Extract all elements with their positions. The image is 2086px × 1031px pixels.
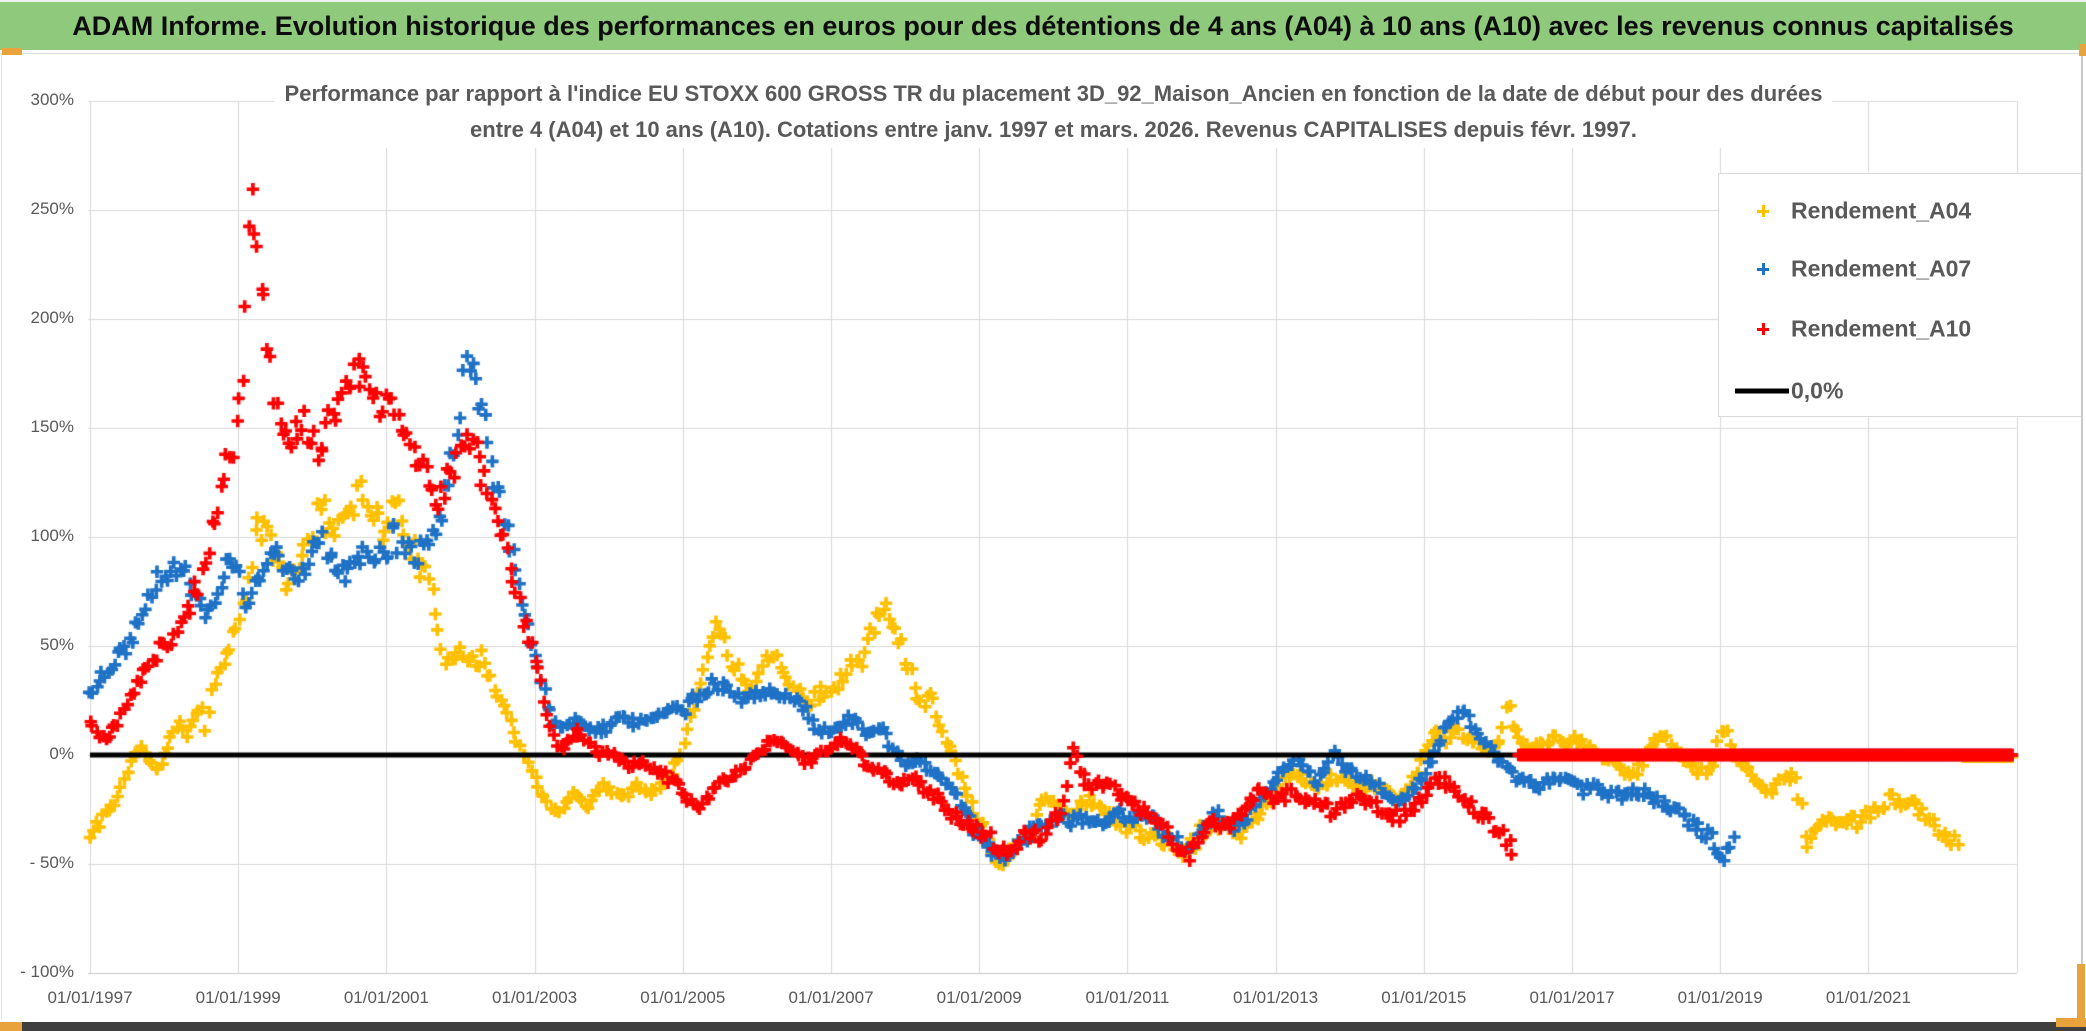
y-axis-label: 150%: [30, 417, 74, 436]
y-axis-label: - 100%: [20, 962, 74, 981]
sheet-title: ADAM Informe. Evolution historique des p…: [72, 10, 2014, 41]
legend-label: Rendement_A07: [1791, 255, 1972, 282]
legend-label: 0,0%: [1791, 377, 1844, 404]
line-marker-icon: [1735, 388, 1789, 394]
plus-marker-icon: [1757, 205, 1769, 217]
selection-handle-bottom-right-vertical: [2077, 964, 2085, 1022]
y-axis-label: 300%: [30, 90, 74, 109]
x-axis-label: 01/01/1997: [47, 988, 133, 1007]
plus-marker-icon: [1757, 263, 1769, 275]
chart-title-line2: entre 4 (A04) et 10 ans (A10). Cotations…: [470, 117, 1637, 142]
x-axis-label: 01/01/2017: [1529, 988, 1615, 1007]
x-axis-label: 01/01/2003: [492, 988, 578, 1007]
sheet-title-bar: ADAM Informe. Evolution historique des p…: [0, 0, 2086, 50]
legend-item-rendement_a10[interactable]: Rendement_A10: [1719, 314, 2082, 344]
chart-title: Performance par rapport à l'indice EU ST…: [90, 76, 2017, 148]
chart-title-line1: Performance par rapport à l'indice EU ST…: [284, 81, 1823, 106]
chart-top-border: [0, 53, 2086, 54]
y-axis-label: 100%: [30, 526, 74, 545]
x-axis-label: 01/01/2009: [936, 988, 1022, 1007]
x-axis-label: 01/01/2007: [788, 988, 874, 1007]
selection-handle-bottom-left: [0, 1022, 22, 1031]
chart-legend[interactable]: Rendement_A04 Rendement_A07 Rendement_A10 0…: [1718, 173, 2083, 417]
x-axis-label: 01/01/1999: [195, 988, 281, 1007]
x-axis-label: 01/01/2001: [343, 988, 429, 1007]
y-axis-label: - 50%: [29, 853, 74, 872]
x-axis-label: 01/01/2005: [640, 988, 726, 1007]
window-bottom-edge: [0, 1022, 2086, 1031]
legend-item-rendement_a04[interactable]: Rendement_A04: [1719, 196, 2082, 226]
selection-handle-top-left: [2, 48, 22, 55]
x-axis-label: 01/01/2011: [1085, 988, 1170, 1007]
y-axis-label: 50%: [39, 635, 74, 654]
legend-label: Rendement_A04: [1791, 197, 1972, 224]
y-axis-label: 250%: [30, 199, 74, 218]
x-axis-label: 01/01/2019: [1677, 988, 1763, 1007]
legend-item-rendement_a07[interactable]: Rendement_A07: [1719, 254, 2082, 284]
y-axis-label: 0%: [49, 744, 74, 763]
selection-handle-bottom-right-horizontal: [2056, 1018, 2086, 1027]
selection-handle-top-right: [2079, 44, 2086, 56]
x-axis-label: 01/01/2013: [1233, 988, 1319, 1007]
plus-marker-icon: [1757, 323, 1769, 335]
x-axis-label: 01/01/2015: [1381, 988, 1467, 1007]
legend-item-zero-line[interactable]: 0,0%: [1719, 376, 2082, 406]
x-axis-label: 01/01/2021: [1825, 988, 1911, 1007]
chart-right-border: [2081, 54, 2083, 1020]
y-axis-label: 200%: [30, 308, 74, 327]
chart-left-border: [1, 54, 2, 1020]
legend-label: Rendement_A10: [1791, 315, 1972, 342]
